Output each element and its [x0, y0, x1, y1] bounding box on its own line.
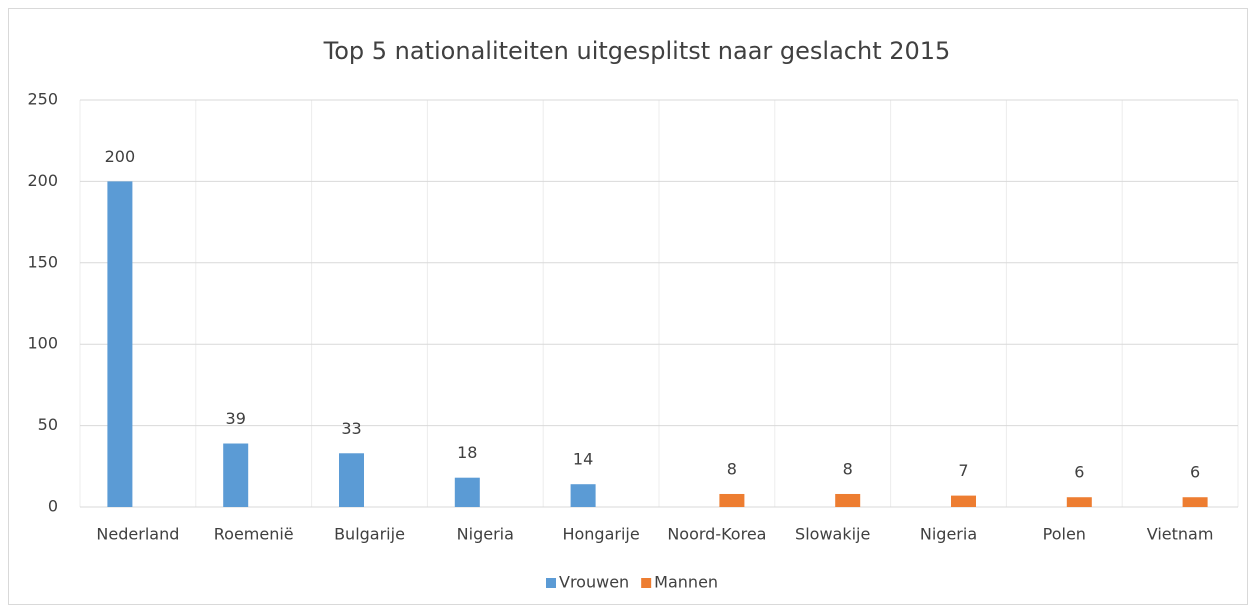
- bar: [107, 181, 133, 507]
- y-tick-label: 150: [27, 252, 58, 271]
- bar: [223, 443, 249, 507]
- bar: [339, 453, 364, 507]
- bar: [951, 495, 976, 507]
- data-label: 200: [105, 147, 136, 166]
- bar: [1066, 497, 1092, 507]
- x-tick-label: Nigeria: [920, 525, 977, 544]
- x-tick-label: Noord-Korea: [667, 525, 766, 544]
- data-label: 8: [727, 459, 737, 478]
- y-tick-label: 250: [27, 90, 58, 109]
- y-tick-label: 100: [27, 334, 58, 353]
- bar: [1182, 497, 1208, 507]
- x-tick-label: Nigeria: [457, 525, 514, 544]
- x-tick-label: Vietnam: [1147, 525, 1214, 544]
- x-tick-label: Hongarije: [562, 525, 639, 544]
- chart-title: Top 5 nationaliteiten uitgesplitst naar …: [323, 37, 951, 65]
- data-label: 39: [226, 409, 246, 428]
- data-label: 33: [341, 419, 361, 438]
- chart-border: [8, 8, 1248, 605]
- data-label: 14: [573, 450, 593, 469]
- data-label: 7: [958, 461, 968, 480]
- x-tick-label: Bulgarije: [334, 525, 405, 544]
- bar: [454, 477, 480, 507]
- data-label: 8: [843, 459, 853, 478]
- legend-swatch: [546, 578, 556, 588]
- legend-label: Vrouwen: [559, 573, 629, 592]
- legend-swatch: [641, 578, 652, 588]
- bar: [835, 493, 861, 507]
- y-tick-label: 50: [38, 415, 58, 434]
- bar: [570, 484, 596, 507]
- x-tick-label: Roemenië: [214, 525, 294, 544]
- legend-label: Mannen: [654, 573, 718, 592]
- x-tick-label: Nederland: [96, 525, 179, 544]
- data-label: 6: [1074, 463, 1084, 482]
- data-label: 6: [1190, 463, 1200, 482]
- x-tick-label: Polen: [1043, 525, 1086, 544]
- data-label: 18: [457, 443, 477, 462]
- y-tick-label: 0: [48, 497, 58, 516]
- bar: [719, 493, 745, 507]
- y-tick-label: 200: [27, 171, 58, 190]
- x-tick-label: Slowakije: [795, 525, 870, 544]
